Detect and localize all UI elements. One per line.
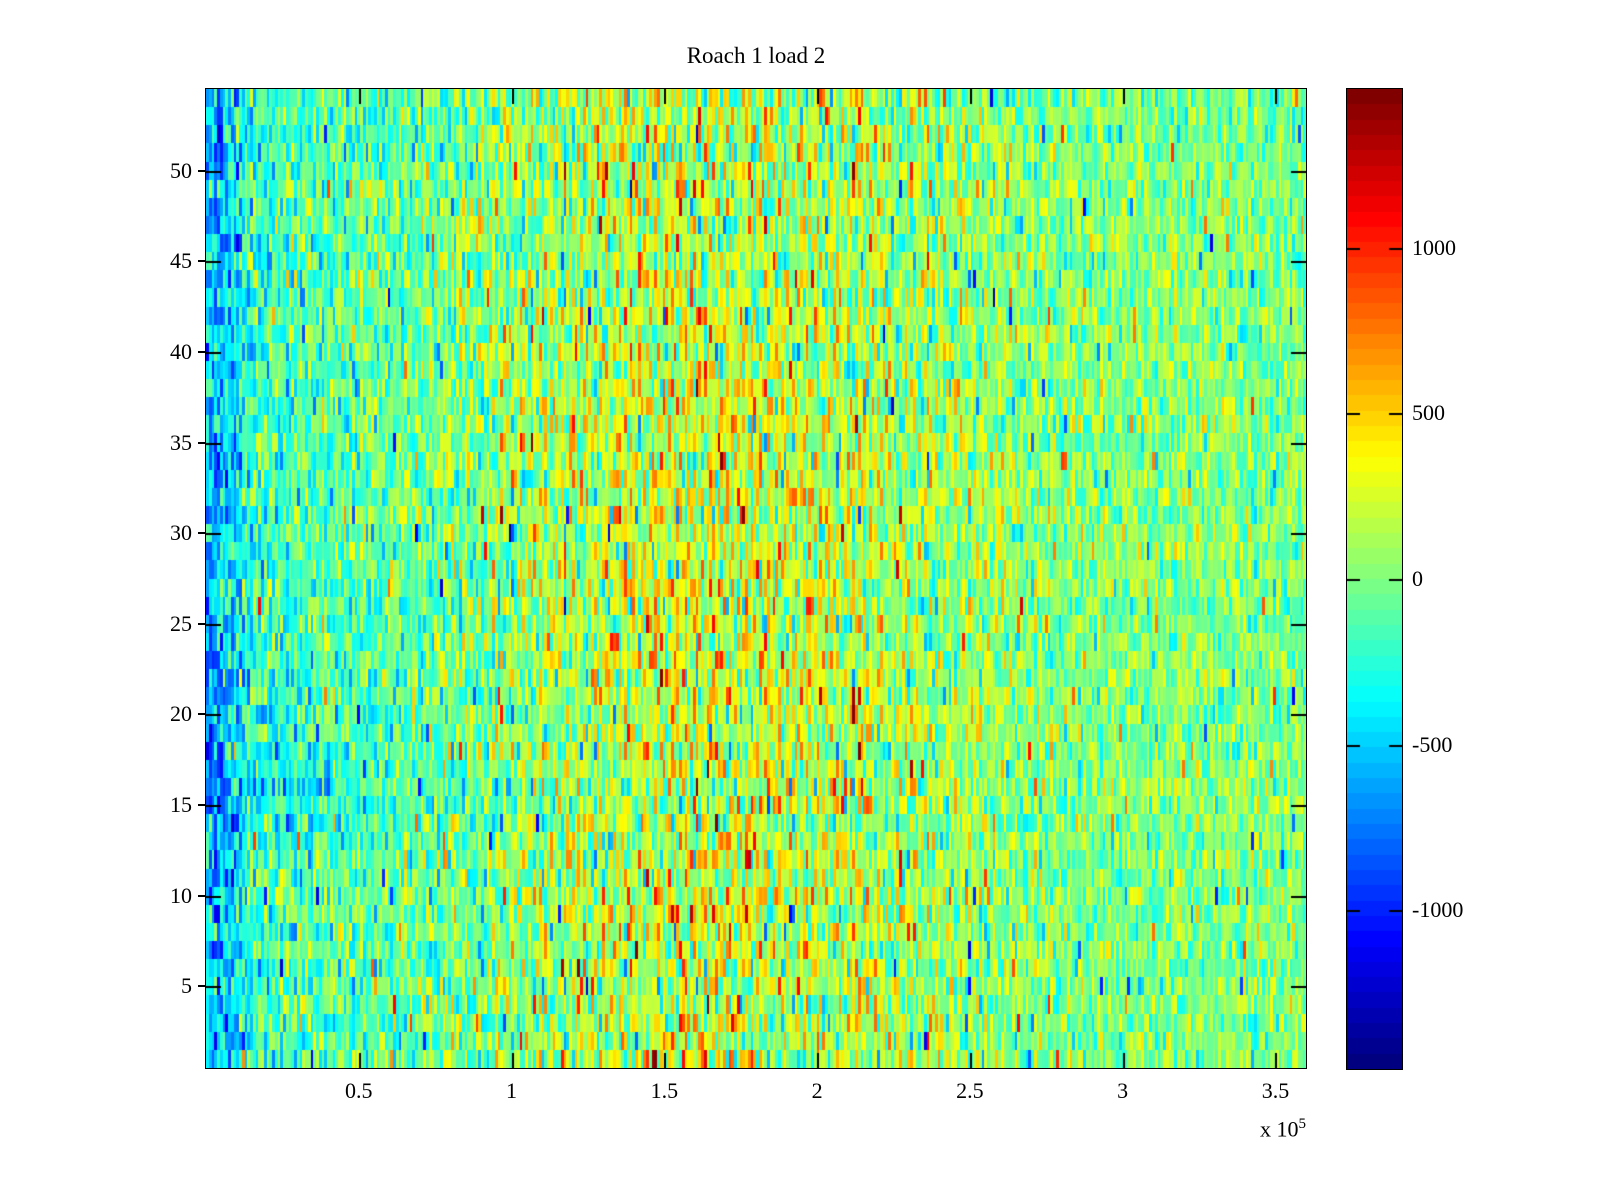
y-tick-label: 30 [170,520,192,546]
colorbar-gradient [1347,89,1402,1069]
x-tick-label: 3 [1117,1078,1129,1103]
x-tick-label: 1 [506,1078,518,1103]
colorbar-tick-label: 0 [1412,566,1423,591]
y-tick-label: 25 [170,610,192,636]
colorbar-tick-label: 1000 [1412,235,1456,260]
y-tick-label: 50 [170,157,192,183]
colorbar-tick-label: -500 [1412,732,1453,757]
y-tick-label: 40 [170,338,192,364]
y-axis-tick-mark [198,894,205,897]
y-axis-tick-mark [198,622,205,625]
y-axis-tick-mark [198,350,205,353]
y-axis-tick-mark [198,260,205,263]
x-tick-label: 1.5 [650,1078,679,1103]
x-tick-label: 3.5 [1261,1078,1290,1103]
y-axis-tick-mark [198,169,205,172]
heatmap-plot-area: 0.5 1 1.5 2 2.5 3 3.5 5 10 15 20 25 30 35 40 45 50 [170,88,1307,1103]
x-tick-label: 0.5 [345,1078,373,1103]
y-axis-tick-mark [198,532,205,535]
y-tick-label: 10 [170,882,192,908]
y-axis-tick-mark [198,713,205,716]
colorbar: 1000 500 0 -500 -1000 [1346,88,1463,1070]
y-tick-label: 45 [170,248,192,274]
chart-title: Roach 1 load 2 [686,43,826,68]
colorbar-tick-label: -1000 [1412,897,1464,922]
y-tick-label: 5 [181,973,192,999]
y-axis-tick-mark [198,985,205,988]
heatmap-image [206,89,1306,1068]
y-tick-label: 15 [170,792,192,818]
y-axis-tick-mark [198,441,205,444]
x-tick-label: 2 [811,1078,823,1103]
y-axis-tick-mark [198,804,205,807]
x-axis-exponent-base: x 10 [1260,1116,1299,1142]
x-tick-label: 2.5 [956,1078,984,1103]
colorbar-tick-label: 500 [1412,400,1445,425]
x-axis-exponent-power: 5 [1298,1116,1307,1132]
y-tick-label: 20 [170,701,192,727]
x-axis-exponent-label: x 105 [1146,1116,1306,1142]
y-tick-label: 35 [170,429,192,455]
